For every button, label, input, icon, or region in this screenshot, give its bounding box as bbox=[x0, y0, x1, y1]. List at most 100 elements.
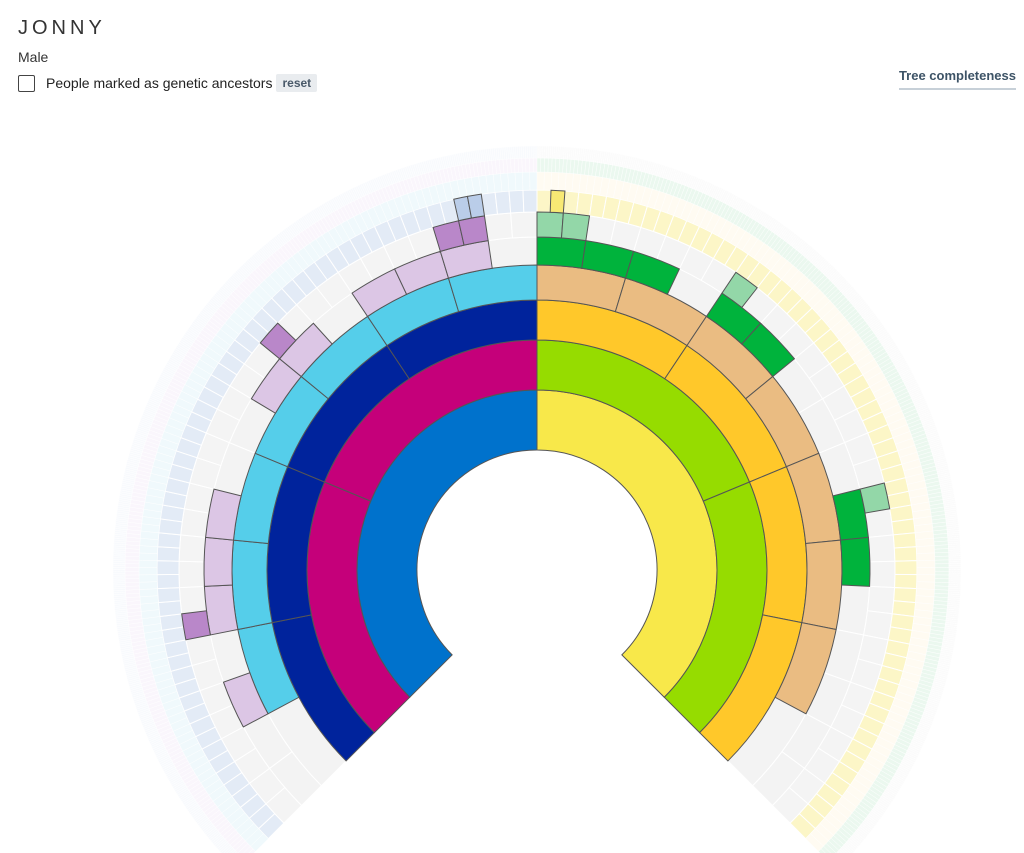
ancestor-segment[interactable] bbox=[124, 559, 140, 565]
ancestor-segment[interactable] bbox=[934, 563, 950, 568]
tree-completeness-link[interactable]: Tree completeness bbox=[898, 68, 1016, 90]
ancestor-segment[interactable] bbox=[138, 567, 158, 576]
genetic-ancestors-label[interactable]: People marked as genetic ancestors bbox=[46, 75, 273, 91]
ancestor-segment[interactable] bbox=[540, 157, 545, 173]
ancestor-segment[interactable] bbox=[139, 545, 158, 554]
ancestor-segment[interactable] bbox=[521, 157, 527, 173]
ancestor-segment[interactable] bbox=[112, 567, 126, 570]
genetic-ancestors-checkbox[interactable] bbox=[18, 74, 35, 92]
ancestor-segment[interactable] bbox=[624, 250, 681, 295]
ancestor-segment[interactable] bbox=[124, 571, 140, 576]
ancestor-segment[interactable] bbox=[203, 536, 235, 587]
ancestor-segment[interactable] bbox=[536, 145, 540, 159]
ancestor-segment[interactable] bbox=[916, 545, 935, 554]
ancestor-segment[interactable] bbox=[487, 236, 538, 269]
ancestor-segment[interactable] bbox=[867, 534, 896, 563]
ancestor-segment[interactable] bbox=[839, 536, 871, 587]
ancestor-segment[interactable] bbox=[894, 560, 918, 576]
ancestor-segment[interactable] bbox=[517, 158, 523, 173]
ancestor-segment[interactable] bbox=[483, 212, 514, 242]
ancestor-segment[interactable] bbox=[457, 215, 489, 246]
ancestor-segment[interactable] bbox=[205, 488, 242, 541]
ancestor-segment[interactable] bbox=[536, 157, 541, 173]
ancestor-segment[interactable] bbox=[532, 145, 536, 159]
ancestor-segment[interactable] bbox=[891, 518, 916, 536]
ancestor-segment[interactable] bbox=[866, 585, 896, 615]
reset-button[interactable]: reset bbox=[276, 74, 318, 92]
ancestor-segment[interactable] bbox=[893, 546, 918, 562]
ancestor-segment[interactable] bbox=[818, 848, 831, 853]
ancestor-segment[interactable] bbox=[892, 532, 917, 549]
ancestor-segment[interactable] bbox=[156, 560, 180, 576]
ancestor-segment[interactable] bbox=[529, 157, 534, 173]
ancestor-segment[interactable] bbox=[948, 563, 962, 566]
ancestor-segment[interactable] bbox=[934, 578, 950, 583]
ancestor-segment[interactable] bbox=[916, 552, 936, 561]
ancestor-segment[interactable] bbox=[124, 563, 140, 568]
ancestor-segment[interactable] bbox=[124, 567, 140, 572]
ancestor-segment[interactable] bbox=[138, 552, 158, 561]
ancestor-segment[interactable] bbox=[178, 585, 208, 615]
ancestor-segment[interactable] bbox=[231, 539, 273, 631]
ancestor-segment[interactable] bbox=[139, 595, 159, 605]
ancestor-segment[interactable] bbox=[124, 555, 140, 561]
ancestor-segment[interactable] bbox=[916, 567, 936, 576]
ancestor-segment[interactable] bbox=[259, 322, 297, 360]
ancestor-segment[interactable] bbox=[124, 582, 140, 587]
ancestor-segment[interactable] bbox=[156, 573, 180, 590]
ancestor-segment[interactable] bbox=[915, 538, 935, 547]
ancestor-segment[interactable] bbox=[543, 171, 552, 191]
ancestor-segment[interactable] bbox=[536, 211, 564, 239]
ancestor-segment[interactable] bbox=[112, 572, 126, 576]
ancestor-segment[interactable] bbox=[508, 189, 525, 214]
ancestor-segment[interactable] bbox=[948, 565, 962, 568]
ancestor-segment[interactable] bbox=[869, 560, 896, 589]
ancestor-segment[interactable] bbox=[536, 189, 552, 213]
ancestor-segment[interactable] bbox=[138, 574, 158, 583]
ancestor-segment[interactable] bbox=[550, 172, 560, 191]
ancestor-segment[interactable] bbox=[530, 145, 534, 159]
ancestor-segment[interactable] bbox=[222, 672, 269, 728]
ancestor-segment[interactable] bbox=[536, 236, 587, 269]
ancestor-segment[interactable] bbox=[178, 534, 207, 563]
ancestor-segment[interactable] bbox=[525, 157, 530, 173]
ancestor-segment[interactable] bbox=[507, 172, 517, 192]
ancestor-segment[interactable] bbox=[156, 587, 181, 604]
ancestor-segment[interactable] bbox=[934, 552, 949, 557]
ancestor-segment[interactable] bbox=[124, 578, 140, 583]
ancestor-segment[interactable] bbox=[124, 574, 140, 580]
ancestor-segment[interactable] bbox=[801, 539, 843, 631]
ancestor-segment[interactable] bbox=[934, 559, 950, 565]
ancestor-segment[interactable] bbox=[934, 555, 950, 561]
ancestor-segment[interactable] bbox=[721, 271, 758, 309]
ancestor-segment[interactable] bbox=[494, 190, 512, 215]
ancestor-segment[interactable] bbox=[139, 588, 159, 598]
ancestor-segment[interactable] bbox=[948, 567, 962, 570]
ancestor-segment[interactable] bbox=[522, 189, 538, 213]
ancestor-segment[interactable] bbox=[534, 145, 538, 159]
ancestor-segment[interactable] bbox=[774, 622, 837, 715]
ancestor-segment[interactable] bbox=[466, 193, 486, 219]
ancestor-segment[interactable] bbox=[934, 567, 950, 572]
ancestor-segment[interactable] bbox=[893, 587, 918, 604]
ancestor-segment[interactable] bbox=[536, 171, 545, 191]
ancestor-segment[interactable] bbox=[181, 610, 211, 641]
ancestor-segment[interactable] bbox=[180, 508, 210, 538]
ancestor-segment[interactable] bbox=[514, 172, 524, 191]
ancestor-segment[interactable] bbox=[948, 571, 962, 574]
ancestor-segment[interactable] bbox=[138, 581, 158, 590]
ancestor-segment[interactable] bbox=[916, 581, 936, 590]
ancestor-segment[interactable] bbox=[915, 588, 935, 598]
ancestor-segment[interactable] bbox=[549, 189, 566, 214]
ancestor-segment[interactable] bbox=[178, 560, 205, 589]
ancestor-segment[interactable] bbox=[544, 157, 549, 173]
ancestor-segment[interactable] bbox=[510, 211, 538, 239]
ancestor-segment[interactable] bbox=[538, 145, 542, 159]
ancestor-segment[interactable] bbox=[934, 574, 950, 580]
ancestor-segment[interactable] bbox=[529, 171, 538, 191]
ancestor-segment[interactable] bbox=[864, 508, 894, 538]
ancestor-segment[interactable] bbox=[157, 600, 183, 618]
ancestor-segment[interactable] bbox=[894, 573, 918, 590]
ancestor-segment[interactable] bbox=[138, 560, 158, 568]
ancestor-segment[interactable] bbox=[916, 560, 936, 568]
